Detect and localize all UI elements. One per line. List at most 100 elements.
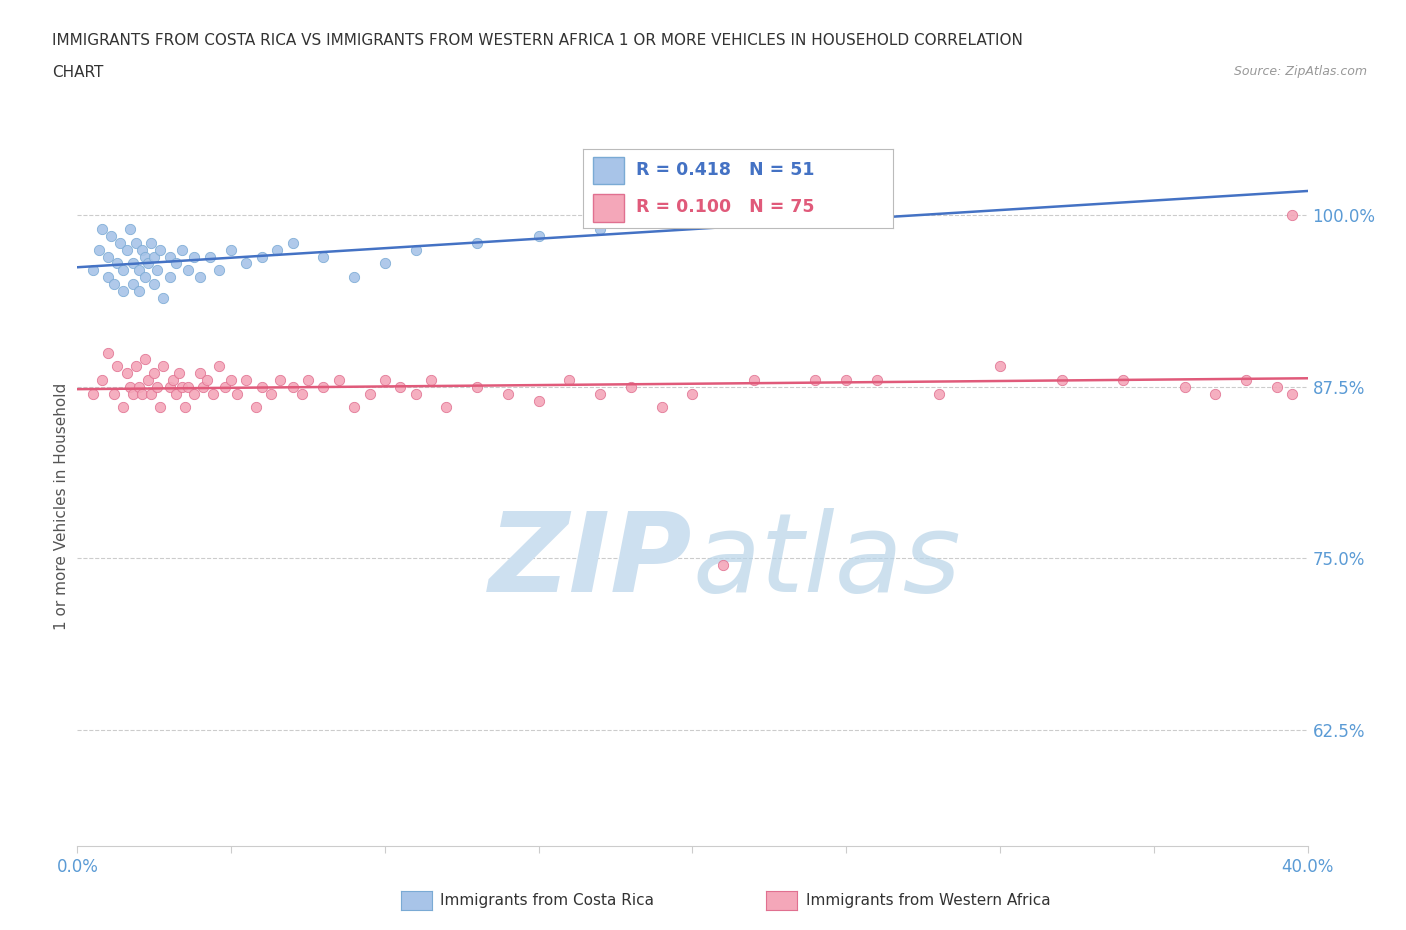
Point [87,242,110,257]
Point [143,276,166,291]
Point [159,249,181,264]
Point [281,235,304,250]
Point [374,373,396,388]
Point [110,235,132,250]
Point [170,242,193,257]
Point [620,379,643,394]
Text: ZIP: ZIP [489,508,693,615]
Point [589,221,612,236]
Point [146,263,169,278]
Point [193,379,215,394]
Point [103,386,125,401]
Point [219,373,242,388]
Point [188,365,212,380]
Point [170,379,193,394]
Point [143,365,166,380]
Point [134,352,156,366]
Point [103,276,125,291]
Point [465,235,488,250]
Point [496,386,519,401]
Point [82,263,104,278]
Point [115,365,138,380]
Point [118,379,141,394]
Point [928,386,950,401]
Point [167,365,190,380]
Point [97,345,120,360]
Point [269,373,291,388]
Point [159,379,181,394]
Point [226,386,249,401]
Point [436,400,458,415]
Point [281,379,304,394]
Point [235,256,257,271]
Point [159,270,181,285]
Text: Immigrants from Costa Rica: Immigrants from Costa Rica [440,893,654,908]
Point [1265,379,1288,394]
Point [804,373,827,388]
Point [97,249,120,264]
Point [359,386,381,401]
Point [1174,379,1197,394]
Point [131,242,153,257]
Point [183,249,205,264]
Point [165,256,187,271]
Point [1281,208,1303,223]
Point [134,249,156,264]
Text: Source: ZipAtlas.com: Source: ZipAtlas.com [1233,65,1367,78]
Point [420,373,443,388]
Point [152,290,174,305]
Point [136,373,159,388]
Point [343,270,366,285]
Point [208,263,231,278]
Point [682,386,704,401]
Point [250,249,273,264]
Point [651,215,673,230]
Point [82,386,104,401]
Point [121,256,143,271]
Point [1050,373,1073,388]
Point [266,242,288,257]
Point [219,242,242,257]
Point [149,242,172,257]
Point [527,393,550,408]
Point [742,208,765,223]
Point [312,249,335,264]
Point [131,386,153,401]
Point [374,256,396,271]
Point [136,256,159,271]
Point [343,400,366,415]
Point [201,386,224,401]
Point [235,373,257,388]
Text: atlas: atlas [693,508,962,615]
Point [742,373,765,388]
Point [152,359,174,374]
Point [260,386,283,401]
Point [527,229,550,244]
Point [141,235,163,250]
Point [183,386,205,401]
Point [143,249,166,264]
Point [835,373,858,388]
Point [291,386,314,401]
Point [97,270,120,285]
Point [177,379,200,394]
Point [208,359,231,374]
Point [188,270,212,285]
Point [651,400,673,415]
Point [245,400,267,415]
Point [214,379,236,394]
Point [174,400,197,415]
Point [112,400,135,415]
Point [100,229,122,244]
Point [112,284,135,299]
Point [128,284,150,299]
Point [105,256,128,271]
Text: Immigrants from Western Africa: Immigrants from Western Africa [806,893,1050,908]
Point [134,270,156,285]
Point [141,386,163,401]
Point [146,379,169,394]
Point [177,263,200,278]
Point [312,379,335,394]
Text: R = 0.100   N = 75: R = 0.100 N = 75 [636,198,814,217]
Point [112,263,135,278]
